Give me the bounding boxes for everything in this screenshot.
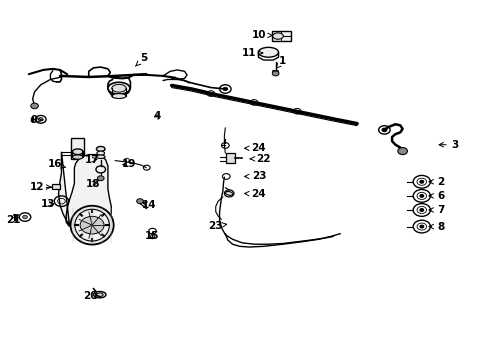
Circle shape	[419, 194, 423, 197]
Ellipse shape	[72, 149, 83, 154]
Text: 10: 10	[251, 30, 272, 40]
Text: 4: 4	[153, 112, 161, 121]
Text: 23: 23	[244, 171, 265, 181]
Circle shape	[419, 225, 423, 228]
Text: 21: 21	[6, 215, 20, 225]
Text: 11: 11	[242, 48, 262, 58]
Circle shape	[97, 176, 104, 181]
Ellipse shape	[75, 209, 109, 241]
Ellipse shape	[97, 151, 104, 155]
Text: 24: 24	[244, 143, 265, 153]
Text: 19: 19	[121, 159, 136, 169]
Text: 16: 16	[48, 159, 65, 169]
Circle shape	[419, 208, 423, 211]
Ellipse shape	[258, 48, 278, 57]
Circle shape	[80, 216, 104, 234]
Ellipse shape	[96, 147, 105, 152]
Bar	[272, 31, 290, 41]
Text: 15: 15	[145, 231, 160, 242]
Text: 18: 18	[86, 179, 101, 189]
Circle shape	[136, 199, 143, 204]
Text: 3: 3	[438, 140, 458, 150]
Text: 2: 2	[428, 177, 444, 187]
Ellipse shape	[96, 293, 103, 296]
Circle shape	[31, 103, 39, 109]
Bar	[71, 138, 84, 159]
Text: 1: 1	[276, 56, 286, 68]
Text: 5: 5	[135, 53, 147, 66]
Ellipse shape	[225, 192, 232, 195]
Circle shape	[39, 118, 43, 121]
Circle shape	[419, 180, 423, 183]
Text: 17: 17	[84, 154, 99, 165]
Text: 6: 6	[428, 191, 444, 201]
Ellipse shape	[96, 155, 105, 158]
Text: 14: 14	[141, 200, 156, 210]
Circle shape	[22, 215, 27, 219]
Text: 9: 9	[30, 115, 42, 125]
Circle shape	[272, 71, 279, 76]
Text: 20: 20	[83, 292, 100, 301]
Text: 7: 7	[428, 205, 444, 215]
Polygon shape	[59, 152, 111, 231]
Text: 22: 22	[250, 154, 270, 164]
Text: 12: 12	[30, 182, 51, 192]
Bar	[226, 153, 234, 163]
Text: 8: 8	[428, 221, 444, 231]
Ellipse shape	[112, 94, 126, 99]
Text: 23: 23	[208, 221, 226, 231]
Ellipse shape	[108, 82, 130, 94]
Ellipse shape	[70, 206, 113, 244]
Ellipse shape	[272, 33, 283, 39]
Text: 13: 13	[41, 199, 55, 209]
Ellipse shape	[93, 292, 106, 298]
Text: 24: 24	[244, 189, 265, 199]
Ellipse shape	[112, 84, 126, 92]
Circle shape	[397, 148, 407, 154]
Ellipse shape	[72, 155, 83, 159]
Circle shape	[223, 87, 227, 91]
Circle shape	[381, 128, 386, 132]
Bar	[52, 184, 61, 189]
